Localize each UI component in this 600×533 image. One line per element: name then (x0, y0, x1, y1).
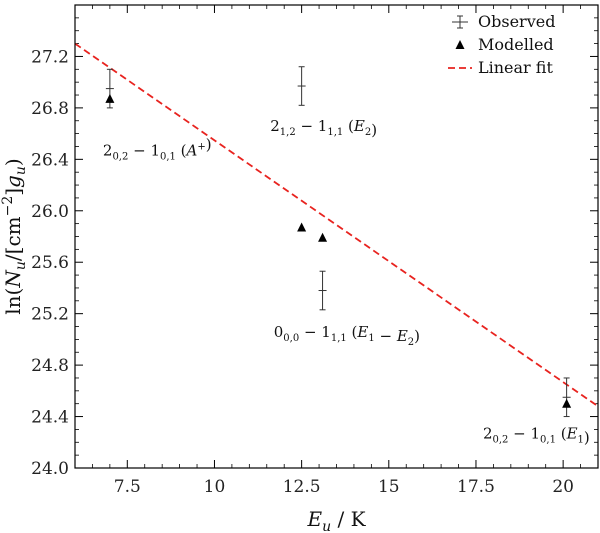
transition-annotation: 00,0 − 11,1 (E1 − E2) (274, 323, 420, 348)
legend: Observed Modelled Linear fit (448, 12, 555, 77)
modelled-point (105, 93, 115, 103)
y-tick-label: 24.0 (31, 459, 69, 479)
transition-annotation: 20,2 − 10,1 (E1) (483, 424, 590, 446)
linear-fit-layer (74, 42, 599, 408)
observed-point (562, 377, 571, 418)
legend-label: Linear fit (478, 58, 553, 77)
y-axis-label: ln(Nu/[cm−2]gu) (0, 158, 29, 314)
plot-frame (74, 4, 599, 469)
legend-item: Modelled (455, 35, 554, 54)
x-tick-label: 12.5 (283, 477, 321, 497)
legend-modelled-marker (455, 40, 465, 49)
y-tick-label: 25.2 (31, 305, 69, 325)
y-tick-label: 25.6 (31, 253, 69, 273)
legend-item: Observed (452, 12, 555, 31)
observed-point (318, 270, 327, 311)
modelled-point (297, 222, 307, 232)
x-tick-label: 15 (378, 477, 400, 497)
legend-label: Modelled (478, 35, 554, 54)
transition-annotation: 20,2 − 10,1 (A+) (103, 135, 212, 162)
y-tick-label: 26.4 (31, 150, 69, 170)
x-axis-label: Eu / K (306, 507, 366, 533)
transition-annotation: 21,2 − 11,1 (E2) (270, 117, 377, 139)
axes: 7.5 10 12.5 15 17.5 20 24.0 24.4 24.8 25.2 25.6 26.… (31, 4, 599, 497)
linear-fit-line (74, 42, 599, 408)
y-tick-label: 26.8 (31, 99, 69, 119)
observed-layer (105, 66, 571, 418)
modelled-point (318, 232, 328, 242)
legend-item: Linear fit (448, 58, 553, 77)
y-tick-label: 26.0 (31, 202, 69, 222)
annotations: 20,2 − 10,1 (A+) 21,2 − 11,1 (E2) 00,0 − 1… (103, 117, 590, 446)
x-tick-label: 20 (552, 477, 574, 497)
observed-point (297, 66, 306, 106)
y-tick-label: 27.2 (31, 47, 69, 67)
x-tick-label: 7.5 (114, 477, 141, 497)
legend-label: Observed (478, 12, 555, 31)
y-tick-label: 24.4 (31, 408, 69, 428)
x-tick-label: 17.5 (457, 477, 495, 497)
modelled-point (562, 398, 572, 408)
x-tick-label: 10 (204, 477, 226, 497)
modelled-layer (105, 93, 572, 408)
y-tick-label: 24.8 (31, 356, 69, 376)
